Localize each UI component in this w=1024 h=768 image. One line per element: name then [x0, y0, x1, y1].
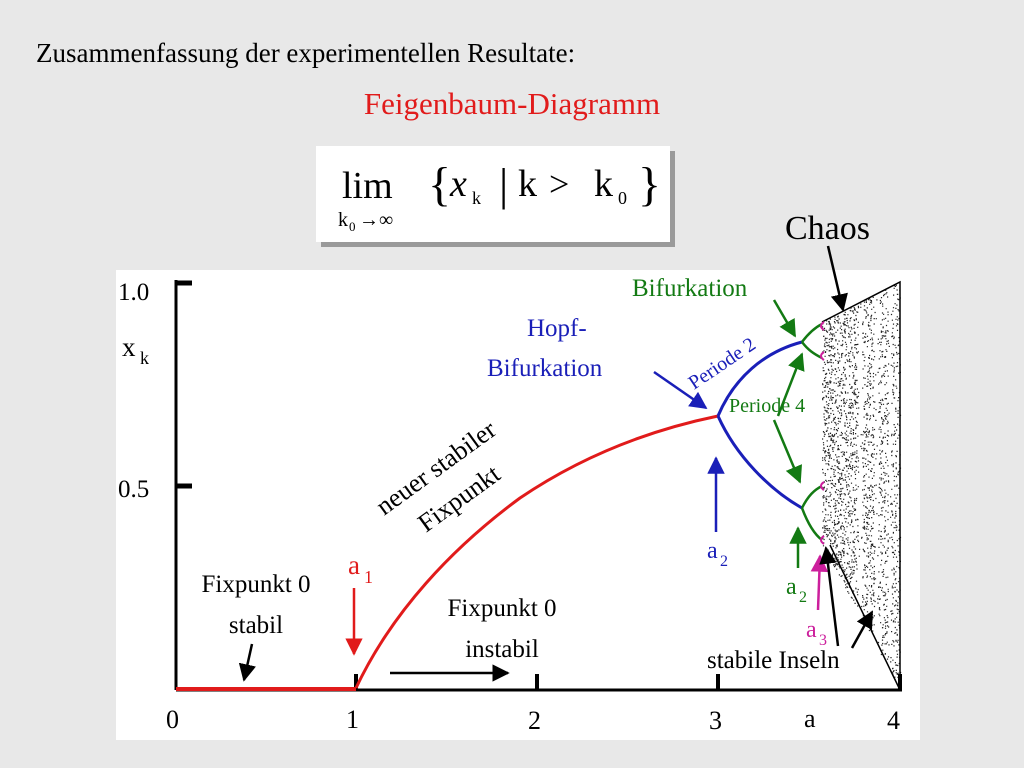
- x-tick-label-a: a: [804, 704, 816, 733]
- period4-lower-a: [800, 484, 823, 509]
- period2-upper-branch: [716, 340, 803, 417]
- formula-x: x: [449, 163, 467, 205]
- label-a3: a: [806, 617, 817, 643]
- a3-arrow: [810, 554, 829, 611]
- limit-formula-box: lim k 0 →∞ { x k | k > k 0 }: [316, 146, 670, 242]
- formula-bar: |: [499, 159, 508, 210]
- y-tick-label-top: 1.0: [118, 279, 149, 306]
- label-a2-green-sub: 2: [799, 589, 807, 606]
- label-a2-green: a: [786, 574, 797, 600]
- period8-mark-3: [820, 481, 825, 491]
- label-fixpoint-stable-line2: stabil: [229, 612, 283, 639]
- period8-mark-2: [820, 351, 825, 361]
- label-hopf-line1: Hopf-: [527, 315, 587, 342]
- formula-k: k: [518, 163, 537, 205]
- y-axis-label-sub: k: [140, 348, 149, 368]
- chaos-speckle: [822, 284, 902, 689]
- x-tick-label-1: 1: [346, 705, 359, 734]
- slide-title: Feigenbaum-Diagramm: [363, 86, 661, 121]
- period2-lower-branch: [716, 415, 803, 510]
- label-periode2: Periode 2: [684, 333, 759, 394]
- y-axis-label: x: [122, 332, 136, 362]
- label-a1: a: [348, 550, 360, 580]
- label-stable-islands: stabile Inseln: [707, 647, 840, 674]
- label-a2-blue: a: [707, 538, 718, 564]
- label-hopf-line2: Bifurkation: [487, 355, 603, 382]
- formula-open-brace: {: [428, 158, 451, 211]
- hopf-arrow: [653, 370, 708, 410]
- slide-heading: Zusammenfassung der experimentellen Resu…: [36, 38, 576, 68]
- label-fixpoint-stable-line1: Fixpunkt 0: [201, 571, 310, 598]
- formula-k0: k: [594, 163, 613, 205]
- periode4-arrow-down: [772, 419, 802, 484]
- label-a2-blue-sub: 2: [720, 553, 728, 570]
- period8-mark-1: [820, 321, 825, 331]
- formula-gt: >: [549, 164, 569, 204]
- y-tick-label-mid: 0.5: [118, 476, 149, 503]
- chaos-region: [822, 284, 902, 689]
- period4-upper-b: [801, 341, 823, 360]
- island-arrow-2: [850, 610, 874, 649]
- period8-mark-4: [820, 535, 825, 545]
- label-fixpoint-unstable-line2: instabil: [465, 636, 539, 663]
- x-tick-label-0: 0: [166, 705, 179, 734]
- stable-fixpoint-curve: [354, 414, 719, 689]
- x-tick-label-2: 2: [528, 706, 541, 735]
- label-fixpoint-unstable-line1: Fixpunkt 0: [447, 595, 556, 622]
- formula-x-sub: k: [472, 188, 481, 208]
- label-chaos: Chaos: [785, 210, 870, 247]
- x-tick-label-3: 3: [709, 706, 722, 735]
- fixpoint-stable-arrow: [238, 643, 256, 682]
- label-a1-sub: 1: [364, 567, 373, 587]
- formula-lim: lim: [342, 165, 393, 207]
- period4-lower-b: [800, 507, 823, 541]
- formula-k0-sub: 0: [618, 188, 627, 208]
- formula-sub-k: k: [338, 209, 348, 231]
- chaos-arrow: [826, 245, 848, 312]
- x-tick-label-4: 4: [887, 706, 900, 735]
- periode4-arrow-up: [776, 352, 805, 417]
- island-arrow-1: [819, 546, 840, 647]
- label-a3-sub: 3: [819, 632, 827, 649]
- period4-upper-a: [801, 322, 823, 343]
- label-bifurkation: Bifurkation: [632, 275, 748, 302]
- formula-close-brace: }: [638, 158, 661, 211]
- bifurkation-arrow: [772, 299, 797, 338]
- formula-sub-zero: 0: [349, 219, 356, 234]
- label-periode4: Periode 4: [729, 395, 805, 417]
- formula-sub-arrow: →∞: [359, 209, 393, 231]
